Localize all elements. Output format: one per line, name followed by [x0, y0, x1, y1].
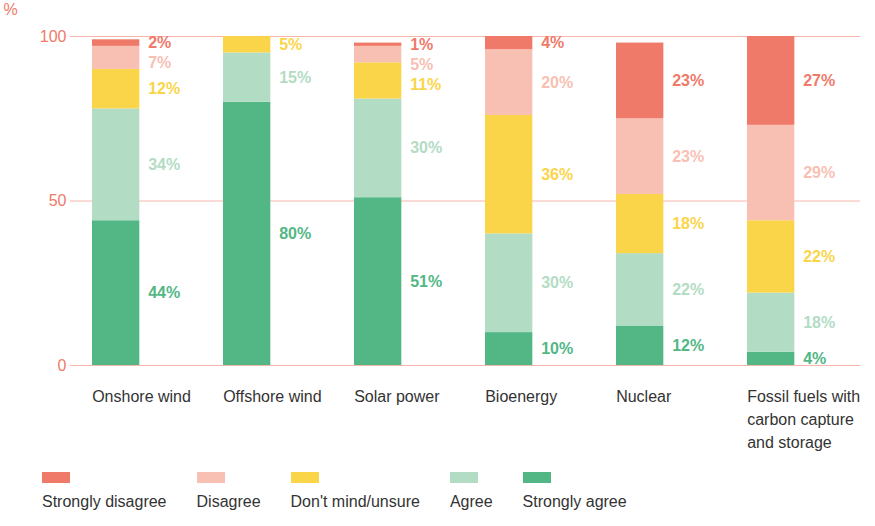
- svg-text:1%: 1%: [410, 36, 433, 53]
- svg-text:30%: 30%: [410, 139, 442, 156]
- svg-text:%: %: [4, 1, 18, 18]
- svg-text:2%: 2%: [148, 34, 171, 51]
- svg-text:27%: 27%: [803, 72, 835, 89]
- svg-text:30%: 30%: [541, 274, 573, 291]
- svg-text:Solar power: Solar power: [354, 388, 440, 405]
- svg-text:20%: 20%: [541, 74, 573, 91]
- svg-text:5%: 5%: [279, 36, 302, 53]
- svg-text:22%: 22%: [672, 281, 704, 298]
- html-text:Agree: Agree: [449, 493, 493, 510]
- html-text:Disagree: Disagree: [196, 493, 261, 510]
- svg-text:80%: 80%: [279, 225, 311, 242]
- html-text:Don't mind/unsure: Don't mind/unsure: [290, 493, 420, 510]
- svg-text:18%: 18%: [803, 314, 835, 331]
- svg-text:100: 100: [40, 28, 67, 45]
- svg-text:Offshore wind: Offshore wind: [223, 388, 321, 405]
- svg-text:5%: 5%: [410, 56, 433, 73]
- svg-text:12%: 12%: [672, 337, 704, 354]
- svg-text:Bioenergy: Bioenergy: [485, 388, 557, 405]
- svg-text:44%: 44%: [148, 284, 180, 301]
- svg-text:Onshore wind: Onshore wind: [92, 388, 191, 405]
- svg-text:23%: 23%: [672, 72, 704, 89]
- svg-text:29%: 29%: [803, 164, 835, 181]
- svg-text:34%: 34%: [148, 156, 180, 173]
- svg-text:7%: 7%: [148, 54, 171, 71]
- svg-text:18%: 18%: [672, 215, 704, 232]
- svg-text:10%: 10%: [541, 340, 573, 357]
- svg-text:36%: 36%: [541, 166, 573, 183]
- svg-text:15%: 15%: [279, 69, 311, 86]
- svg-text:4%: 4%: [803, 350, 826, 367]
- svg-text:12%: 12%: [148, 80, 180, 97]
- html-text:Strongly disagree: Strongly disagree: [42, 493, 167, 510]
- svg-text:4%: 4%: [541, 34, 564, 51]
- svg-text:50: 50: [49, 192, 67, 209]
- svg-text:23%: 23%: [672, 148, 704, 165]
- svg-text:0: 0: [58, 357, 67, 374]
- html-text:Strongly agree: Strongly agree: [522, 493, 627, 510]
- svg-text:Nuclear: Nuclear: [616, 388, 672, 405]
- svg-text:11%: 11%: [410, 76, 441, 93]
- svg-text:22%: 22%: [803, 248, 835, 265]
- svg-text:Fossil fuels withcarbon captur: Fossil fuels withcarbon captureand stora…: [747, 388, 860, 451]
- svg-text:51%: 51%: [410, 273, 442, 290]
